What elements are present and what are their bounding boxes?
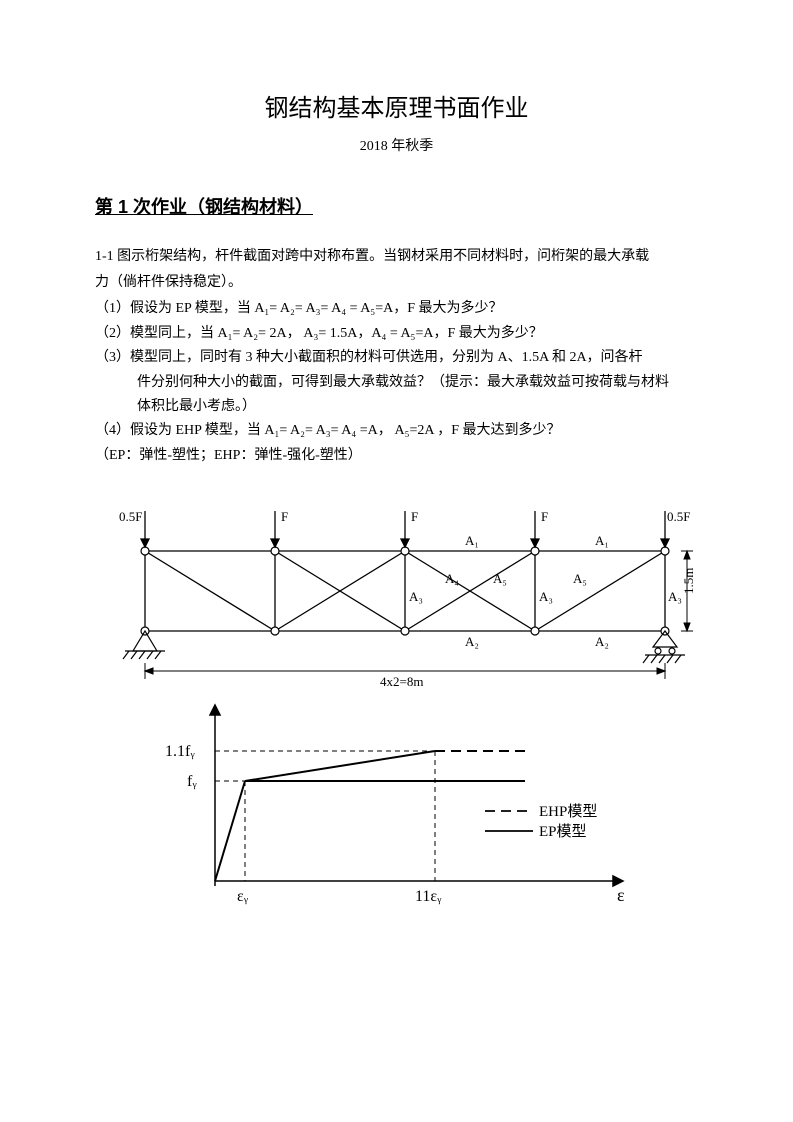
x-axis-epsilon: ε — [617, 885, 625, 905]
question-4: （4）假设为 EHP 模型，当 A₁= A₂= A₃= A₄ =A， A₅=2A… — [95, 420, 698, 442]
member-a1: A₁ — [595, 533, 609, 548]
span-label: 4x2=8m — [380, 674, 423, 689]
height-label: 1.5m — [681, 568, 696, 594]
x-label-11ey: 11εᵧ — [415, 888, 442, 905]
question-3-line2: 件分别何种大小的截面，可得到最大承载效益？（提示：最大承载效益可按荷载与材料 — [95, 372, 698, 394]
question-3-line1: （3）模型同上，同时有 3 种大小截面积的材料可供选用，分别为 A、1.5A 和… — [95, 347, 698, 369]
page-subtitle: 2018 年秋季 — [95, 136, 698, 158]
y-label-fy: fᵧ — [187, 773, 197, 790]
load-right-label: 0.5F — [667, 509, 690, 524]
legend-ehp: EHP模型 — [539, 803, 597, 820]
y-label-11fy: 1.1fᵧ — [165, 743, 195, 760]
page-title: 钢结构基本原理书面作业 — [95, 90, 698, 128]
member-a4: A₄ — [445, 571, 459, 586]
question-2: （2）模型同上，当 A₁= A₂= 2A， A₃= 1.5A，A₄ = A₅=A… — [95, 323, 698, 345]
load-f-label: F — [541, 509, 548, 524]
load-f-label: F — [281, 509, 288, 524]
member-a2: A₂ — [465, 634, 479, 649]
truss-diagram: 0.5F F F F 0.5F A₁ A₁ A₂ A₂ A₃ A₃ A₃ A₄ … — [95, 491, 698, 691]
question-3-line3: 体积比最小考虑。） — [95, 396, 698, 418]
load-left-label: 0.5F — [119, 509, 142, 524]
load-f-label: F — [411, 509, 418, 524]
member-a5: A₅ — [493, 571, 507, 586]
member-a3: A₃ — [668, 589, 682, 604]
member-a5: A₅ — [573, 571, 587, 586]
legend-ep: EP模型 — [539, 823, 587, 840]
x-label-ey: εᵧ — [237, 888, 249, 905]
member-a1: A₁ — [465, 533, 479, 548]
member-a3: A₃ — [409, 589, 423, 604]
stress-strain-graph: EHP模型 EP模型 1.1fᵧ fᵧ εᵧ 11εᵧ ε — [155, 701, 698, 921]
problem-intro-line2: 力（倘杆件保持稳定）。 — [95, 272, 698, 294]
section-heading: 第 1 次作业（钢结构材料） — [95, 193, 698, 222]
member-a3: A₃ — [539, 589, 553, 604]
problem-intro-line1: 1-1 图示桁架结构，杆件截面对跨中对称布置。当钢材采用不同材料时，问桁架的最大… — [95, 246, 698, 268]
question-1: （1）假设为 EP 模型，当 A₁= A₂= A₃= A₄ = A₅=A，F 最… — [95, 298, 698, 320]
model-note: （EP：弹性-塑性；EHP：弹性-强化-塑性） — [95, 445, 698, 467]
member-a2: A₂ — [595, 634, 609, 649]
